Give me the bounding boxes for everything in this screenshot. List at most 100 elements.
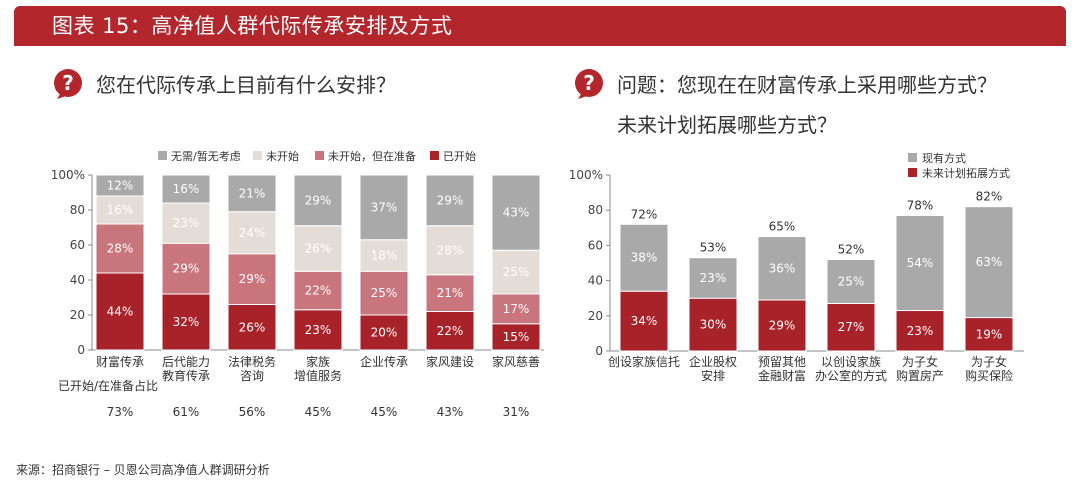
y-tick-label: 60 [70, 238, 85, 252]
y-tick-label: 80 [70, 203, 85, 217]
x-tick-label: 为子女 [971, 354, 1007, 369]
total-label: 72% [631, 207, 658, 221]
data-label: 29% [173, 262, 200, 276]
data-label: 23% [173, 216, 200, 230]
footer-value: 45% [305, 405, 332, 419]
bar-segment [757, 236, 807, 301]
legend-label: 未开始，但在准备 [328, 149, 416, 163]
legend-swatch [315, 151, 324, 160]
legend-swatch [158, 151, 167, 160]
question-icon: ? [54, 69, 82, 99]
x-tick-label: 安排 [701, 368, 725, 383]
y-tick-label: 20 [588, 309, 603, 323]
bar-segment [161, 174, 211, 204]
bar-segment [491, 293, 541, 325]
x-tick-label: 家风建设 [426, 354, 474, 369]
bar-segment [826, 258, 876, 304]
total-label: 52% [838, 242, 865, 256]
data-label: 23% [907, 324, 934, 338]
data-label: 36% [769, 261, 796, 275]
data-label: 21% [437, 286, 464, 300]
bar-segment [293, 225, 343, 272]
data-label: 16% [173, 182, 200, 196]
footer-value: 73% [107, 405, 134, 419]
bar-segment [425, 174, 475, 227]
bar-segment [491, 249, 541, 295]
bar-segment [95, 195, 145, 225]
y-tick-label: 40 [588, 274, 603, 288]
x-tick-label: 财富传承 [96, 354, 144, 369]
data-label: 29% [239, 272, 266, 286]
data-label: 63% [976, 255, 1003, 269]
right-question-line1: 问题：您现在在财富传承上采用哪些方式？ [617, 73, 997, 97]
total-label: 65% [769, 220, 796, 234]
y-tick-label: 60 [588, 238, 603, 252]
data-label: 38% [631, 251, 658, 265]
x-tick-label: 预留其他 [758, 355, 806, 369]
bar-segment [491, 174, 541, 251]
footer-value: 43% [437, 405, 464, 419]
svg-text:?: ? [583, 71, 595, 95]
y-tick-label: 100% [569, 168, 603, 182]
bar-segment [161, 202, 211, 244]
data-label: 17% [503, 302, 530, 316]
legend-label: 未开始 [266, 149, 299, 163]
data-label: 34% [631, 314, 658, 328]
data-label: 16% [107, 203, 134, 217]
legend-label: 无需/暂无考虑 [171, 150, 241, 163]
footer-value: 56% [239, 405, 266, 419]
data-label: 24% [239, 226, 266, 240]
total-label: 82% [976, 190, 1003, 204]
left-question: 您在代际传承上目前有什么安排？ [96, 73, 396, 97]
data-label: 22% [437, 324, 464, 338]
data-label: 18% [371, 249, 398, 263]
footer-value: 31% [503, 405, 530, 419]
right-question-line2: 未来计划拓展哪些方式？ [617, 113, 837, 137]
bar-segment [293, 270, 343, 311]
bar-segment [359, 174, 409, 241]
bar-segment [425, 274, 475, 312]
bar-segment [619, 290, 669, 352]
y-tick-label: 40 [70, 273, 85, 287]
data-label: 12% [107, 179, 134, 193]
source-note: 来源：招商银行 – 贝恩公司高净值人群调研分析 [16, 463, 270, 477]
y-tick-label: 0 [595, 344, 603, 358]
x-tick-label: 增值服务 [294, 368, 342, 383]
footer-label: 已开始/在准备占比 [58, 378, 158, 393]
data-label: 25% [371, 286, 398, 300]
data-label: 29% [437, 193, 464, 207]
legend-label: 未来计划拓展方式 [922, 166, 1010, 180]
legend-label: 现有方式 [922, 151, 966, 165]
data-label: 22% [305, 284, 332, 298]
bar-segment [227, 174, 277, 213]
bar-segment [95, 223, 145, 274]
bar-segment [227, 304, 277, 351]
data-label: 25% [503, 265, 530, 279]
x-tick-label: 购买保险 [965, 368, 1013, 383]
data-label: 28% [107, 242, 134, 256]
bar-segment [425, 311, 475, 351]
data-label: 32% [173, 315, 200, 329]
data-label: 27% [838, 320, 865, 334]
footer-value: 45% [371, 405, 398, 419]
data-label: 29% [305, 193, 332, 207]
data-label: 26% [239, 320, 266, 334]
question-icon: ? [575, 69, 603, 99]
data-label: 54% [907, 256, 934, 270]
bar-segment [227, 211, 277, 255]
bar-segment [293, 309, 343, 351]
svg-text:?: ? [62, 71, 74, 95]
x-tick-label: 以创设家族 [821, 354, 881, 369]
bar-segment [95, 272, 145, 351]
data-label: 20% [371, 326, 398, 340]
bar-segment [425, 225, 475, 276]
x-tick-label: 咨询 [240, 368, 264, 383]
legend-swatch [430, 151, 439, 160]
x-tick-label: 教育传承 [162, 368, 210, 383]
bar-segment [688, 297, 738, 352]
x-tick-label: 购置房产 [896, 368, 944, 383]
data-label: 15% [503, 330, 530, 344]
x-tick-label: 为子女 [902, 354, 938, 369]
